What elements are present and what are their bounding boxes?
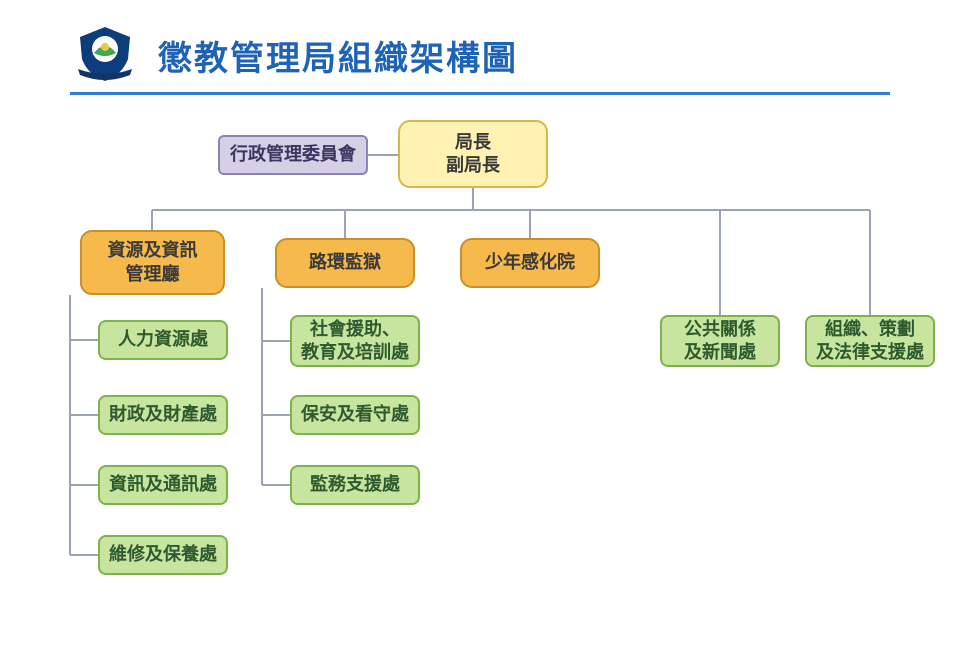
node-u1b: 財政及財產處: [98, 395, 228, 435]
node-director: 局長副局長: [398, 120, 548, 188]
org-chart-canvas: 懲教管理局組織架構圖 行政管理委員會局長副局長資源及資訊管理廳路環監獄少年感化院…: [0, 0, 963, 658]
node-d3: 少年感化院: [460, 238, 600, 288]
node-u2c: 監務支援處: [290, 465, 420, 505]
agency-logo-icon: [70, 25, 140, 85]
node-u1a: 人力資源處: [98, 320, 228, 360]
node-u2a: 社會援助、教育及培訓處: [290, 315, 420, 367]
node-u1c: 資訊及通訊處: [98, 465, 228, 505]
node-u4: 公共關係及新聞處: [660, 315, 780, 367]
node-u1d: 維修及保養處: [98, 535, 228, 575]
node-committee: 行政管理委員會: [218, 135, 368, 175]
title-underline: [70, 92, 890, 95]
node-u2b: 保安及看守處: [290, 395, 420, 435]
node-u5: 組織、策劃及法律支援處: [805, 315, 935, 367]
page-title: 懲教管理局組織架構圖: [158, 31, 518, 80]
node-d1: 資源及資訊管理廳: [80, 230, 225, 295]
node-d2: 路環監獄: [275, 238, 415, 288]
header: 懲教管理局組織架構圖: [70, 25, 518, 85]
